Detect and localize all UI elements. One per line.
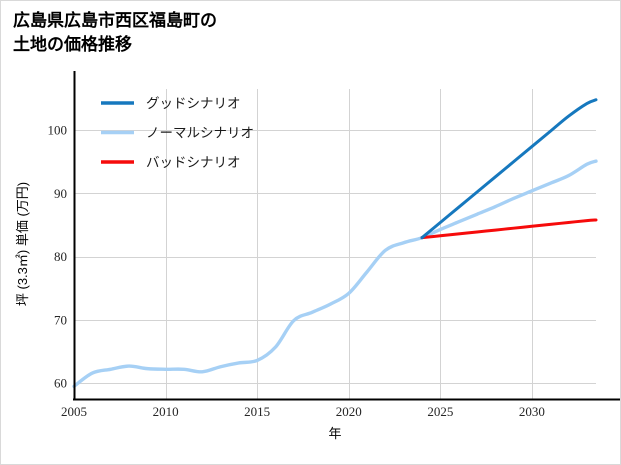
series-line-2 (420, 218, 598, 240)
axes (73, 71, 620, 401)
x-tick-label: 2030 (519, 404, 545, 419)
y-axis-title: 坪 (3.3㎡) 単価 (万円) (15, 182, 30, 306)
x-tick-label: 2010 (153, 404, 179, 419)
y-tick-label: 60 (54, 376, 67, 391)
x-tick-label: 2005 (61, 404, 87, 419)
gridlines (74, 89, 596, 399)
chart-title: 広島県広島市西区福島町の 土地の価格推移 (13, 9, 573, 57)
y-tick-label: 90 (54, 186, 67, 201)
series-line-1 (72, 159, 598, 389)
x-tick-label: 2015 (244, 404, 270, 419)
legend-label-0: グッドシナリオ (146, 96, 241, 111)
legend-label-1: ノーマルシナリオ (146, 126, 254, 141)
x-tick-label: 2020 (336, 404, 362, 419)
series-line-0 (420, 98, 598, 240)
y-tick-label: 100 (48, 123, 68, 138)
series-layer (72, 98, 598, 389)
legend-label-2: バッドシナリオ (146, 155, 241, 170)
y-tick-label: 80 (54, 249, 67, 264)
y-tick-label: 70 (54, 312, 67, 327)
tick-labels: 60 70 80 90 100 2005 2010 2015 2020 2025 2030 (48, 123, 545, 419)
x-tick-label: 2025 (427, 404, 453, 419)
axis-titles: 年 坪 (3.3㎡) 単価 (万円) (15, 182, 342, 441)
chart-title-text: 広島県広島市西区福島町の 土地の価格推移 (13, 11, 217, 55)
x-axis-title: 年 (328, 426, 341, 441)
